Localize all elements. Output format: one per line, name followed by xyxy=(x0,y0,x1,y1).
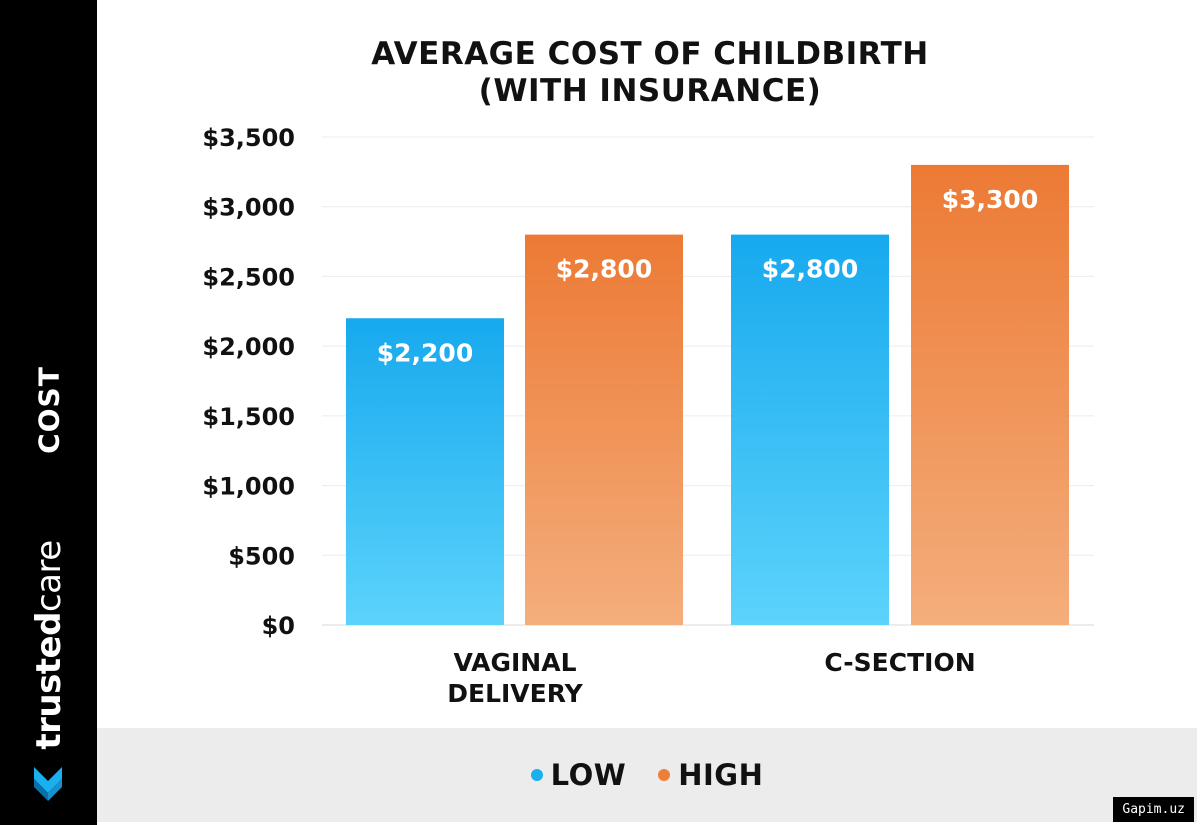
bar-low-0 xyxy=(346,318,504,625)
y-tick-label: $1,000 xyxy=(202,473,295,501)
legend: LOW HIGH xyxy=(97,728,1197,822)
y-tick-label: $1,500 xyxy=(202,403,295,431)
y-tick-label: $0 xyxy=(262,612,295,640)
legend-bar: LOW HIGH xyxy=(97,728,1197,822)
bar-high-0 xyxy=(525,234,683,625)
legend-item-high: HIGH xyxy=(658,758,763,792)
y-tick-label: $2,000 xyxy=(202,333,295,361)
bar-value-label: $2,800 xyxy=(556,255,652,284)
sidebar: COST trustedcare xyxy=(0,0,97,825)
y-tick-label: $500 xyxy=(228,542,295,570)
y-tick-label: $2,500 xyxy=(202,263,295,291)
chart-title-line-1: AVERAGE COST OF CHILDBIRTH xyxy=(371,36,929,72)
chart-title: AVERAGE COST OF CHILDBIRTH (WITH INSURAN… xyxy=(97,36,1200,110)
legend-dot-high xyxy=(658,769,671,781)
chart-title-line-2: (WITH INSURANCE) xyxy=(478,73,822,109)
x-category-line: C-SECTION xyxy=(824,648,976,677)
bar-value-label: $3,300 xyxy=(942,185,1038,214)
heart-chevron-icon xyxy=(34,767,62,801)
bar-value-label: $2,800 xyxy=(762,255,858,284)
legend-label-low: LOW xyxy=(550,758,627,792)
bar-high-1 xyxy=(911,164,1069,625)
bar-value-label: $2,200 xyxy=(377,338,473,367)
bar-low-1 xyxy=(731,234,889,625)
x-category-vaginal-delivery: VAGINAL DELIVERY xyxy=(385,647,645,709)
legend-item-low: LOW xyxy=(530,758,627,792)
x-category-c-section: C-SECTION xyxy=(770,647,1030,678)
y-tick-label: $3,500 xyxy=(202,124,295,152)
y-tick-label: $3,000 xyxy=(202,194,295,222)
legend-label-high: HIGH xyxy=(678,758,764,792)
legend-dot-low xyxy=(530,769,543,781)
watermark: Gapim.uz xyxy=(1113,797,1194,822)
x-category-line: VAGINAL xyxy=(453,648,577,677)
x-category-line: DELIVERY xyxy=(447,679,583,708)
